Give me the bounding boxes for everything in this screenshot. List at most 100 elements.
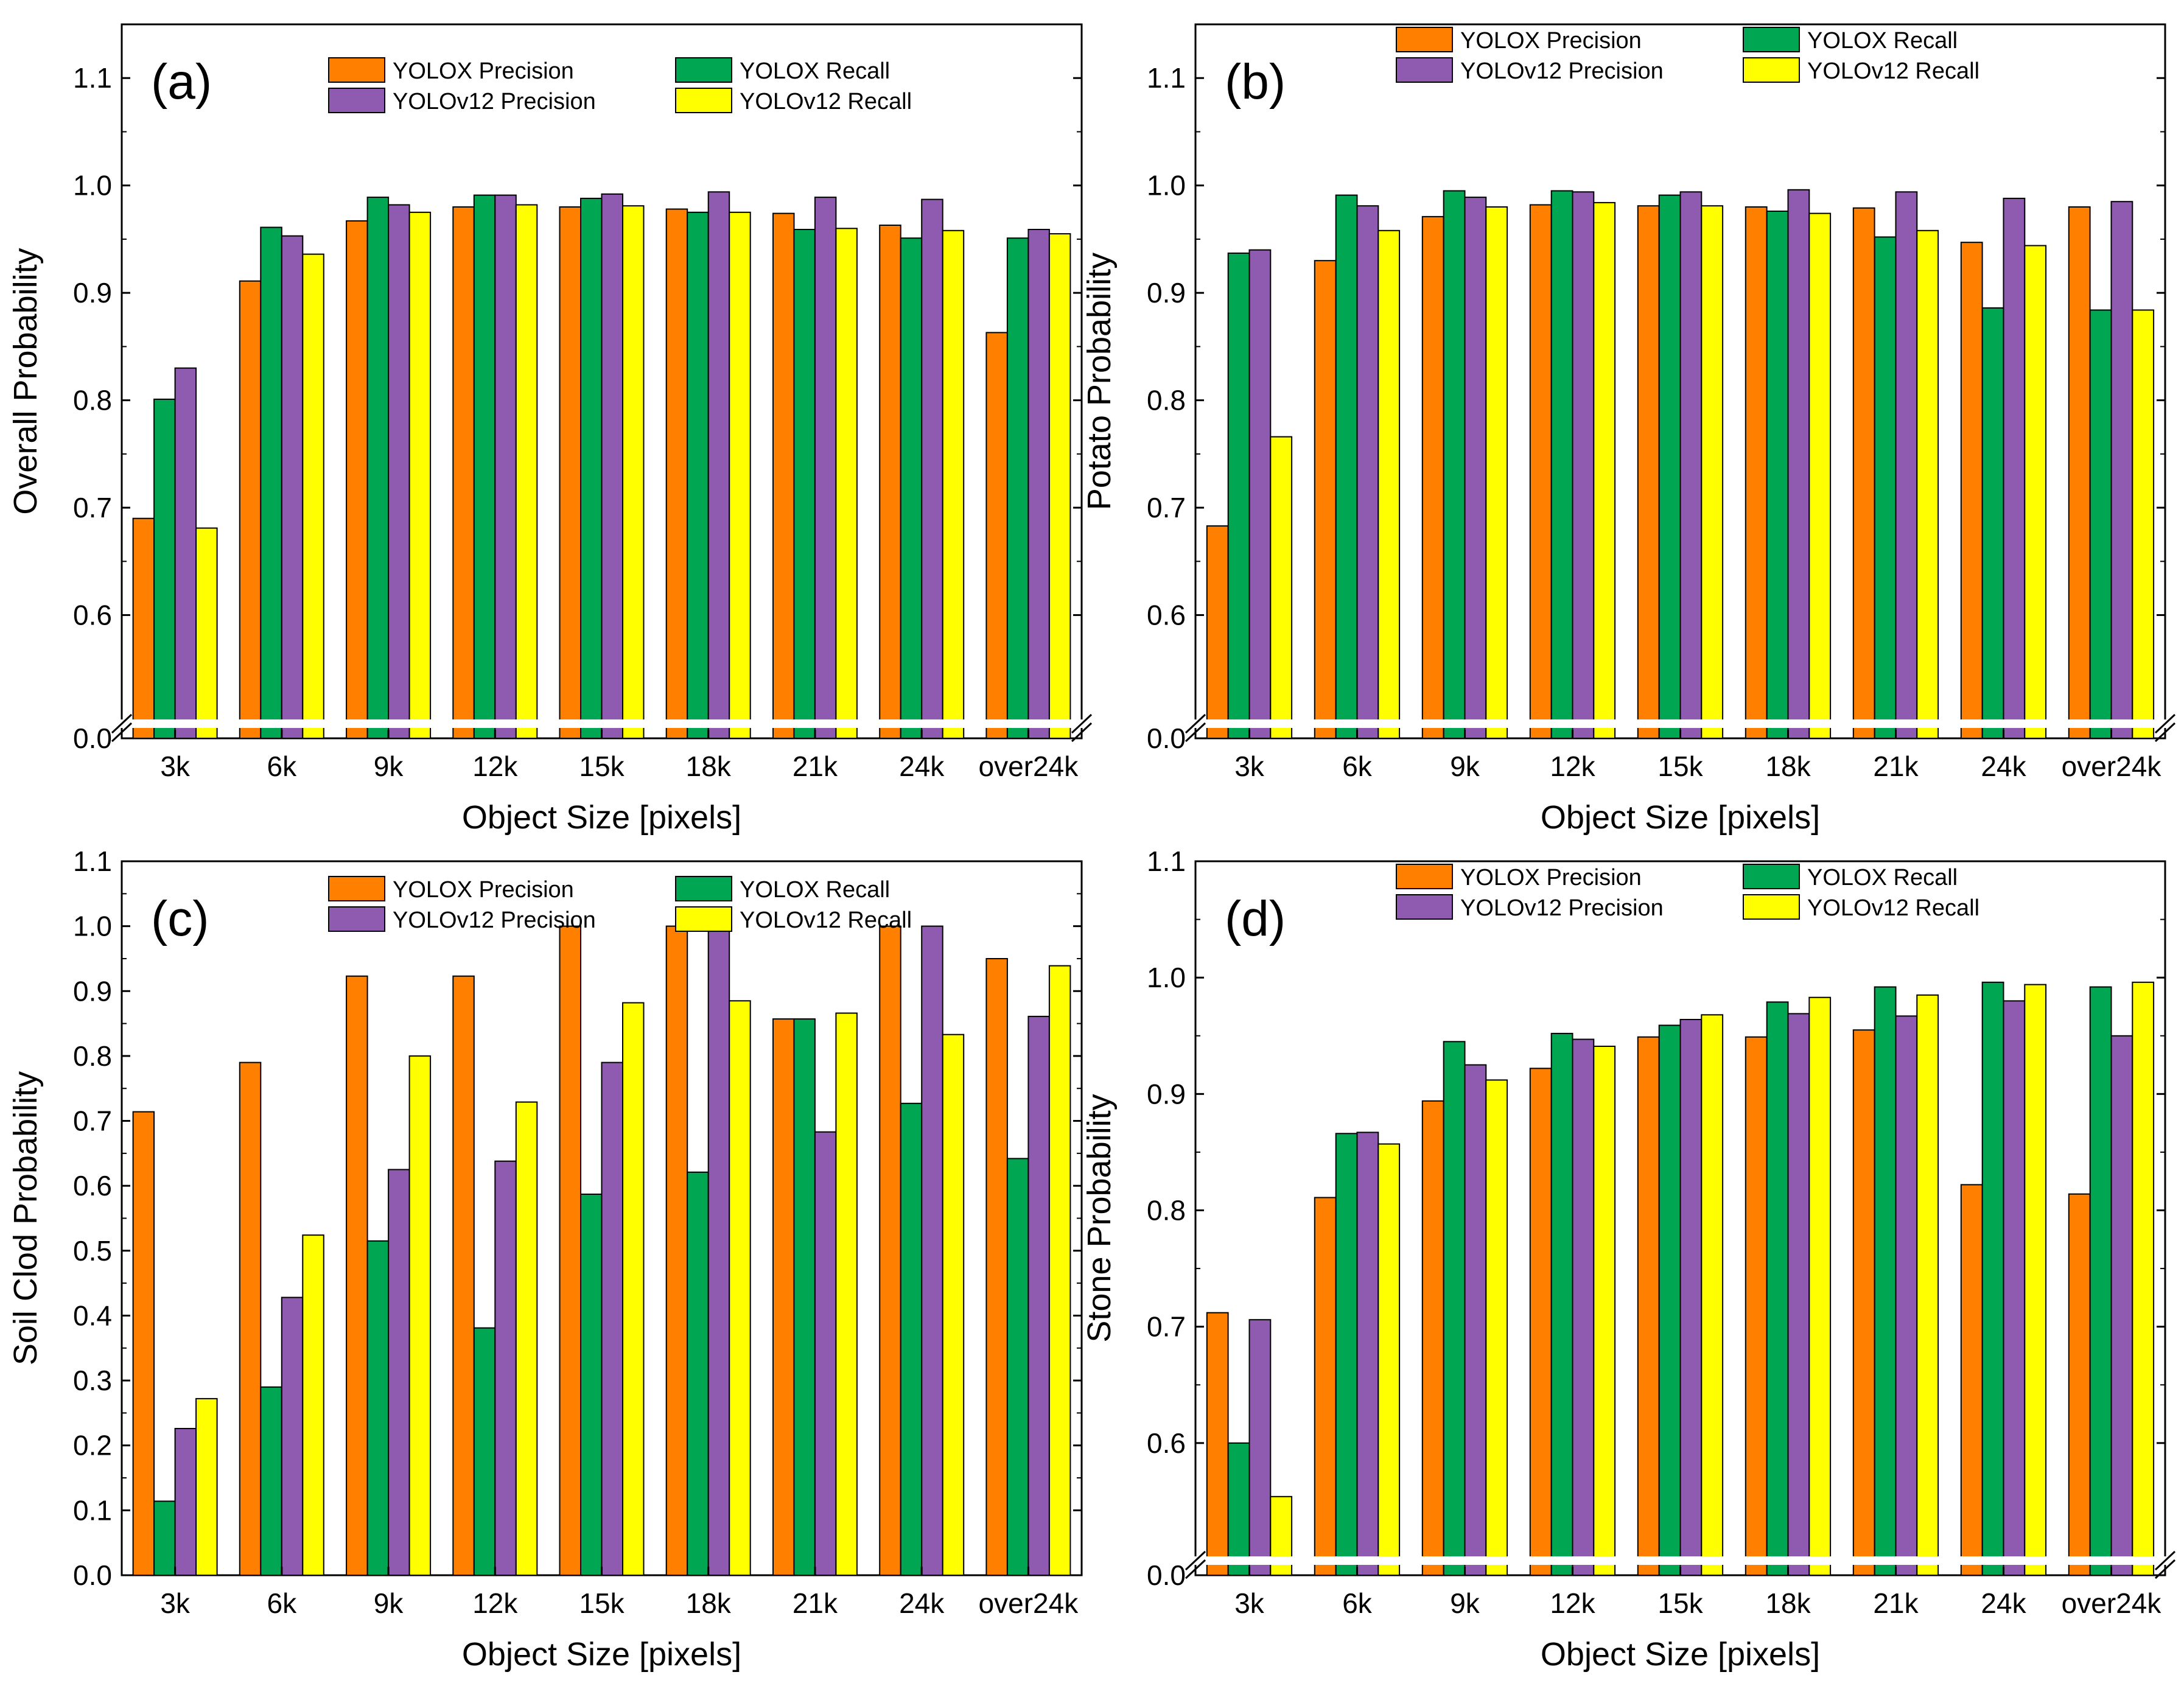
x-tick-label: 18k <box>686 750 732 782</box>
bar <box>1874 236 1897 739</box>
bar <box>1787 1013 1810 1576</box>
bar <box>1314 1197 1337 1576</box>
y-axis-label: Potato Probability <box>1081 253 1118 510</box>
bar <box>1572 191 1595 739</box>
x-tick-label: 9k <box>1450 750 1480 782</box>
bar <box>1852 207 1875 739</box>
x-axis-label: Object Size [pixels] <box>1541 1636 1820 1673</box>
x-axis-label: Object Size [pixels] <box>1541 799 1820 836</box>
bar <box>879 925 901 1576</box>
legend-swatch <box>675 88 732 113</box>
bar <box>408 211 432 739</box>
bar <box>195 527 218 739</box>
axis-break-band <box>1177 1556 2183 1565</box>
x-tick-label: 9k <box>1450 1587 1480 1619</box>
x-tick-label: 15k <box>1657 1587 1703 1619</box>
y-tick-label: 1.1 <box>1147 62 1186 94</box>
y-tick-label: 0.1 <box>73 1494 112 1526</box>
bar <box>1377 1143 1401 1576</box>
bar <box>1766 211 1789 739</box>
bar <box>687 1171 709 1576</box>
bar <box>1464 197 1487 740</box>
x-tick-label: 18k <box>686 1587 732 1619</box>
bar <box>1808 996 1832 1576</box>
y-tick-label: 0.0 <box>73 722 112 754</box>
bar <box>494 1160 517 1576</box>
bar <box>1335 1133 1358 1576</box>
bar <box>515 1101 538 1576</box>
legend-swatch <box>1396 864 1453 889</box>
bar <box>1745 1036 1768 1576</box>
bar <box>1227 1442 1250 1576</box>
x-tick-label: 6k <box>267 750 298 782</box>
axis-break-band <box>1177 719 2183 728</box>
bar <box>1981 307 2004 739</box>
axis-break-slash <box>1071 713 1093 734</box>
bar <box>1356 205 1379 739</box>
bar <box>793 1018 816 1576</box>
y-tick-label: 0.0 <box>73 1559 112 1591</box>
bar <box>1637 205 1660 739</box>
bar <box>1637 1036 1660 1576</box>
panel-label: (c) <box>151 891 209 946</box>
bar <box>1529 204 1552 739</box>
legend-entry-label: YOLOX Recall <box>1807 28 1958 54</box>
axis-break-slash <box>111 713 133 734</box>
y-tick-label: 0.2 <box>73 1430 112 1461</box>
x-tick-label: 15k <box>579 750 625 782</box>
bar <box>2068 206 2091 739</box>
bar <box>1443 1041 1466 1576</box>
bar <box>473 194 496 740</box>
y-tick-label: 0.8 <box>73 1040 112 1072</box>
bar <box>729 211 751 739</box>
bar <box>1766 1001 1789 1576</box>
bar <box>985 332 1008 739</box>
bar <box>601 1062 623 1576</box>
bar <box>1550 190 1573 739</box>
x-tick-label: 21k <box>793 750 838 782</box>
bar <box>1421 1100 1444 1576</box>
bar <box>260 1386 282 1576</box>
bar <box>408 1055 432 1576</box>
y-tick-label: 0.6 <box>73 600 112 631</box>
y-tick-label: 0.8 <box>1147 385 1186 416</box>
x-tick-label: 24k <box>899 1587 945 1619</box>
bar <box>1377 229 1401 739</box>
bar <box>1572 1038 1595 1576</box>
bar <box>388 1169 410 1576</box>
bar <box>452 206 475 739</box>
bar <box>559 925 581 1576</box>
x-tick-label: 3k <box>160 750 191 782</box>
x-tick-label: 15k <box>579 1587 625 1619</box>
axis-break-slash <box>1185 713 1206 734</box>
bar <box>814 1131 837 1576</box>
x-tick-label: 21k <box>793 1587 838 1619</box>
y-tick-label: 1.1 <box>1147 845 1186 877</box>
bar <box>942 229 965 739</box>
bar <box>1593 1046 1616 1576</box>
x-tick-label: 21k <box>1873 1587 1919 1619</box>
bar <box>473 1327 496 1576</box>
bar <box>1314 260 1337 739</box>
y-axis-label: Overall Probability <box>7 248 44 514</box>
x-tick-label: 12k <box>1550 750 1595 782</box>
chart-panel-b: 0.0 0.6 0.7 0.8 0.9 1.0 1.1 3k 6k 9k 12k 15k 18k 21k 2… <box>1081 23 2183 836</box>
bar <box>366 197 390 740</box>
y-tick-label: 0.7 <box>1147 492 1186 523</box>
bar <box>793 229 816 739</box>
bar <box>921 925 943 1576</box>
bar <box>1048 233 1071 740</box>
bar <box>1443 190 1466 739</box>
axis-break-slash <box>2154 713 2176 734</box>
y-tick-label: 0.4 <box>73 1299 112 1331</box>
bar <box>729 1000 751 1576</box>
y-tick-label: 0.0 <box>1147 722 1186 754</box>
bar <box>2132 981 2155 1576</box>
y-tick-label: 1.0 <box>1147 170 1186 201</box>
bar <box>1874 986 1897 1576</box>
bar <box>153 1500 176 1576</box>
x-tick-label: 24k <box>1981 750 2026 782</box>
legend-entry-label: YOLOv12 Recall <box>1807 58 1979 84</box>
legend-swatch <box>328 57 385 83</box>
legend-entry-label: YOLOv12 Precision <box>1460 58 1664 84</box>
